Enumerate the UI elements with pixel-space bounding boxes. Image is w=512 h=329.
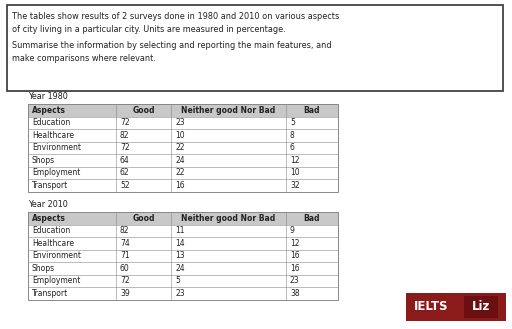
FancyBboxPatch shape — [7, 5, 503, 91]
FancyBboxPatch shape — [28, 166, 338, 179]
Text: Shops: Shops — [32, 156, 55, 165]
Text: 82: 82 — [120, 226, 130, 235]
FancyBboxPatch shape — [28, 287, 338, 299]
Text: 10: 10 — [290, 168, 300, 177]
Text: 39: 39 — [120, 289, 130, 298]
Text: 72: 72 — [120, 118, 130, 127]
Text: Education: Education — [32, 226, 70, 235]
Text: 5: 5 — [290, 118, 295, 127]
Text: Transport: Transport — [32, 181, 68, 190]
Text: Education: Education — [32, 118, 70, 127]
Text: 23: 23 — [175, 118, 185, 127]
Text: 16: 16 — [290, 251, 300, 260]
Text: 8: 8 — [290, 131, 295, 140]
Text: 64: 64 — [120, 156, 130, 165]
Text: The tables show results of 2 surveys done in 1980 and 2010 on various aspects
of: The tables show results of 2 surveys don… — [12, 12, 339, 34]
Text: 74: 74 — [120, 239, 130, 248]
FancyBboxPatch shape — [28, 262, 338, 274]
Text: 12: 12 — [290, 239, 300, 248]
Text: 32: 32 — [290, 181, 300, 190]
Text: Employment: Employment — [32, 168, 80, 177]
Text: 22: 22 — [175, 168, 184, 177]
FancyBboxPatch shape — [28, 116, 338, 129]
FancyBboxPatch shape — [28, 154, 338, 166]
FancyBboxPatch shape — [28, 179, 338, 191]
FancyBboxPatch shape — [28, 212, 338, 224]
Text: Healthcare: Healthcare — [32, 131, 74, 140]
Text: Aspects: Aspects — [32, 214, 66, 223]
Text: Employment: Employment — [32, 276, 80, 285]
FancyBboxPatch shape — [406, 293, 506, 321]
Text: Year 1980: Year 1980 — [28, 92, 68, 101]
Text: Shops: Shops — [32, 264, 55, 273]
Text: Neither good Nor Bad: Neither good Nor Bad — [181, 106, 275, 115]
Text: 62: 62 — [120, 168, 130, 177]
Text: 72: 72 — [120, 276, 130, 285]
Text: Healthcare: Healthcare — [32, 239, 74, 248]
FancyBboxPatch shape — [28, 224, 338, 237]
FancyBboxPatch shape — [28, 129, 338, 141]
Text: 11: 11 — [175, 226, 184, 235]
FancyBboxPatch shape — [28, 274, 338, 287]
Text: 5: 5 — [175, 276, 180, 285]
FancyBboxPatch shape — [28, 249, 338, 262]
Text: Good: Good — [132, 106, 155, 115]
Text: 23: 23 — [290, 276, 300, 285]
Text: 9: 9 — [290, 226, 295, 235]
FancyBboxPatch shape — [28, 104, 338, 116]
Text: 24: 24 — [175, 264, 185, 273]
Text: 16: 16 — [290, 264, 300, 273]
Text: 12: 12 — [290, 156, 300, 165]
Text: IELTS: IELTS — [414, 300, 449, 314]
Text: 23: 23 — [175, 289, 185, 298]
Text: Bad: Bad — [304, 214, 320, 223]
Text: Summarise the information by selecting and reporting the main features, and
make: Summarise the information by selecting a… — [12, 41, 332, 63]
Text: 13: 13 — [175, 251, 185, 260]
Text: Aspects: Aspects — [32, 106, 66, 115]
Text: 14: 14 — [175, 239, 185, 248]
Text: 72: 72 — [120, 143, 130, 152]
Text: Neither good Nor Bad: Neither good Nor Bad — [181, 214, 275, 223]
FancyBboxPatch shape — [28, 237, 338, 249]
Text: 16: 16 — [175, 181, 185, 190]
Text: 38: 38 — [290, 289, 300, 298]
FancyBboxPatch shape — [464, 296, 498, 318]
Text: 24: 24 — [175, 156, 185, 165]
Text: 60: 60 — [120, 264, 130, 273]
Text: Transport: Transport — [32, 289, 68, 298]
Text: Liz: Liz — [472, 300, 490, 314]
Text: 6: 6 — [290, 143, 295, 152]
Text: 71: 71 — [120, 251, 130, 260]
Text: Good: Good — [132, 214, 155, 223]
Text: 10: 10 — [175, 131, 185, 140]
Text: 52: 52 — [120, 181, 130, 190]
Text: Environment: Environment — [32, 251, 81, 260]
Text: Bad: Bad — [304, 106, 320, 115]
Text: Year 2010: Year 2010 — [28, 200, 68, 209]
Text: 82: 82 — [120, 131, 130, 140]
FancyBboxPatch shape — [28, 141, 338, 154]
Text: Environment: Environment — [32, 143, 81, 152]
Text: 22: 22 — [175, 143, 184, 152]
